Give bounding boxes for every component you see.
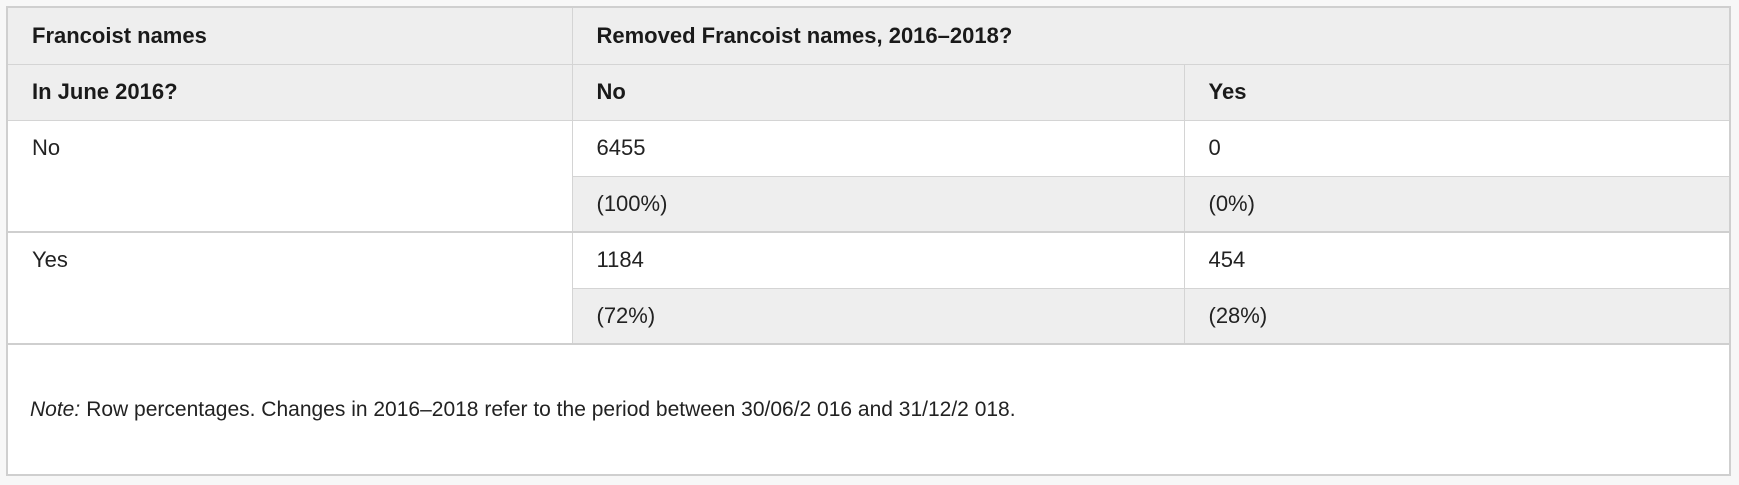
column-header-yes: Yes	[1183, 63, 1729, 121]
table-row: Yes 1184 454	[8, 231, 1729, 345]
cell-percentage: (72%)	[572, 287, 1185, 345]
column-header-no: No	[571, 63, 1185, 121]
row-variable-subheader: In June 2016?	[8, 63, 573, 121]
table-row: No 6455 0	[8, 119, 1729, 233]
cell-count: 454	[1183, 231, 1729, 289]
column-group-header: Removed Francoist names, 2016–2018?	[571, 8, 1729, 65]
header-row-1: Francoist names Removed Francoist names,…	[8, 8, 1729, 65]
row-label-yes: Yes	[8, 231, 573, 345]
cell-count: 0	[1183, 119, 1729, 177]
header-row-2: In June 2016? No Yes	[8, 63, 1729, 121]
cell-percentage: (0%)	[1183, 175, 1729, 233]
crosstab-table: Francoist names Removed Francoist names,…	[8, 8, 1729, 345]
note-text: Row percentages. Changes in 2016–2018 re…	[86, 398, 1016, 421]
row-label-no: No	[8, 119, 573, 233]
cell-count: 6455	[571, 119, 1185, 177]
note-label: Note:	[30, 398, 81, 421]
cell-percentage: (100%)	[572, 175, 1185, 233]
table-row: (100%) (0%)	[8, 175, 1729, 233]
cell-percentage: (28%)	[1183, 287, 1729, 345]
crosstab-table-frame: Francoist names Removed Francoist names,…	[6, 6, 1731, 476]
row-variable-header: Francoist names	[8, 8, 573, 65]
table-row: (72%) (28%)	[8, 287, 1729, 345]
table-note: Note: Row percentages. Changes in 2016–2…	[8, 345, 1729, 467]
cell-count: 1184	[571, 231, 1185, 289]
